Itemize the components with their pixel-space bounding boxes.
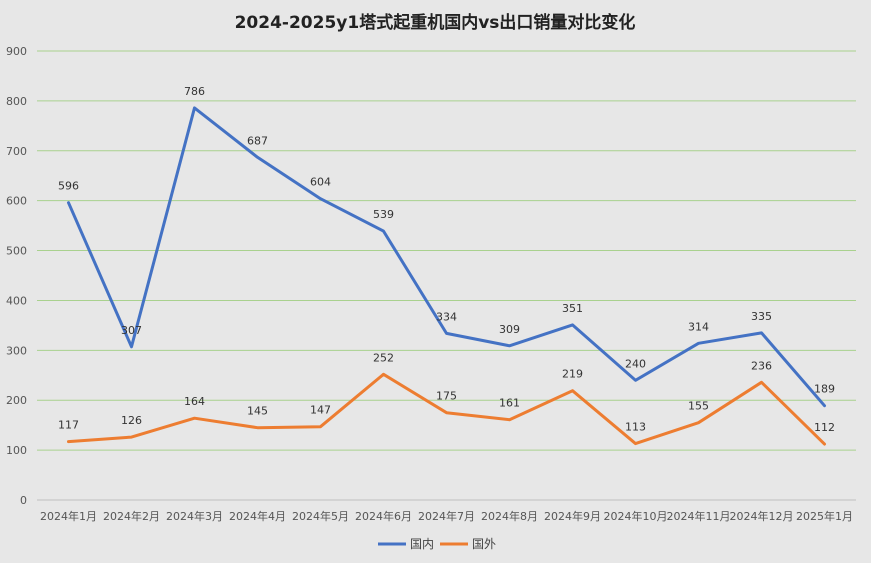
data-label: 539: [373, 208, 394, 221]
grid-lines: [37, 50, 856, 501]
data-label: 314: [688, 320, 709, 333]
data-label: 240: [625, 357, 646, 370]
data-label: 687: [247, 134, 268, 147]
data-label: 147: [310, 404, 331, 417]
x-tick-label: 2024年3月: [166, 509, 223, 523]
data-label: 219: [562, 368, 583, 381]
data-label: 112: [814, 421, 835, 434]
series-lines: [67, 106, 826, 446]
data-label: 334: [436, 310, 457, 323]
y-tick-label: 600: [6, 195, 27, 208]
data-label: 117: [58, 419, 79, 432]
data-label: 252: [373, 351, 394, 364]
x-tick-label: 2024年4月: [229, 509, 286, 523]
x-tick-label: 2024年9月: [544, 509, 601, 523]
data-label: 145: [247, 405, 268, 418]
data-label: 604: [310, 176, 331, 189]
data-labels: 596 307 786 687 604 539 334 309 351 240 314 335 189 1…: [58, 85, 835, 434]
x-tick-label: 2025年1月: [796, 509, 853, 523]
y-tick-label: 700: [6, 145, 27, 158]
data-label: 309: [499, 323, 520, 336]
x-axis-ticks: 2024年1月 2024年2月 2024年3月 2024年4月 2024年5月 2024年…: [40, 509, 853, 523]
legend: 国内 国外: [378, 537, 496, 551]
chart-title: 2024-2025y1塔式起重机国内vs出口销量对比变化: [235, 12, 636, 33]
data-label: 161: [499, 397, 520, 410]
data-label: 786: [184, 85, 205, 98]
data-label: 236: [751, 359, 772, 372]
data-label: 155: [688, 400, 709, 413]
y-tick-label: 200: [6, 394, 27, 407]
x-tick-label: 2024年2月: [103, 509, 160, 523]
series-line-domestic: [67, 106, 826, 408]
x-tick-label: 2024年5月: [292, 509, 349, 523]
y-tick-label: 900: [6, 45, 27, 58]
x-tick-label: 2024年8月: [481, 509, 538, 523]
y-axis-ticks: 0 100 200 300 400 500 600 700 800 900: [6, 45, 27, 507]
x-tick-label: 2024年1月: [40, 509, 97, 523]
y-tick-label: 300: [6, 344, 27, 357]
data-label: 335: [751, 310, 772, 323]
data-label: 126: [121, 414, 142, 427]
y-tick-label: 100: [6, 444, 27, 457]
y-tick-label: 500: [6, 245, 27, 258]
x-tick-label: 2024年10月: [604, 509, 668, 523]
legend-label: 国外: [472, 537, 496, 551]
x-tick-label: 2024年11月: [667, 509, 731, 523]
data-label: 164: [184, 395, 205, 408]
legend-label: 国内: [410, 537, 434, 551]
x-tick-label: 2024年12月: [730, 509, 794, 523]
data-label: 351: [562, 302, 583, 315]
x-tick-label: 2024年6月: [355, 509, 412, 523]
series-line-foreign: [67, 372, 826, 446]
data-label: 596: [58, 180, 79, 193]
y-tick-label: 800: [6, 95, 27, 108]
data-label: 307: [121, 324, 142, 337]
y-tick-label: 0: [20, 494, 27, 507]
x-tick-label: 2024年7月: [418, 509, 475, 523]
data-label: 189: [814, 383, 835, 396]
data-label: 113: [625, 421, 646, 434]
data-label: 175: [436, 390, 457, 403]
y-tick-label: 400: [6, 294, 27, 307]
